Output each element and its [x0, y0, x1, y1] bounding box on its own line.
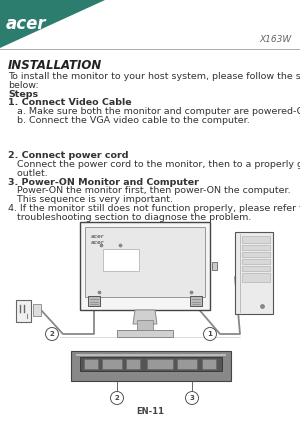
Text: This sequence is very important.: This sequence is very important. [8, 195, 173, 204]
Text: Steps: Steps [8, 89, 38, 98]
Circle shape [185, 391, 199, 405]
Text: 2. Connect power cord: 2. Connect power cord [8, 151, 128, 160]
FancyBboxPatch shape [147, 359, 173, 369]
FancyBboxPatch shape [126, 359, 140, 369]
Text: Power-ON the monitor first, then power-ON the computer.: Power-ON the monitor first, then power-O… [8, 187, 291, 196]
FancyBboxPatch shape [242, 245, 270, 250]
Text: a. Make sure both the monitor and computer are powered-OFF.: a. Make sure both the monitor and comput… [8, 107, 300, 116]
Text: To install the monitor to your host system, please follow the steps as given: To install the monitor to your host syst… [8, 72, 300, 81]
Polygon shape [0, 0, 105, 48]
FancyBboxPatch shape [102, 359, 122, 369]
Text: 3. Power-ON Monitor and Computer: 3. Power-ON Monitor and Computer [8, 178, 199, 187]
FancyBboxPatch shape [242, 266, 270, 271]
Text: acer: acer [6, 15, 46, 33]
FancyBboxPatch shape [71, 351, 231, 381]
FancyBboxPatch shape [33, 304, 41, 316]
Text: b. Connect the VGA video cable to the computer.: b. Connect the VGA video cable to the co… [8, 116, 250, 125]
Text: 2: 2 [50, 331, 54, 337]
Circle shape [110, 391, 124, 405]
FancyBboxPatch shape [242, 236, 270, 243]
Text: acer
acer: acer acer [91, 234, 104, 245]
Text: below:: below: [8, 81, 39, 90]
FancyBboxPatch shape [117, 330, 173, 337]
Text: X163W: X163W [260, 35, 292, 44]
Text: 4. If the monitor still does not function properly, please refer to the: 4. If the monitor still does not functio… [8, 204, 300, 213]
FancyBboxPatch shape [76, 354, 226, 356]
FancyBboxPatch shape [16, 300, 31, 322]
FancyBboxPatch shape [137, 320, 153, 330]
FancyBboxPatch shape [88, 296, 100, 306]
FancyBboxPatch shape [80, 357, 222, 371]
FancyBboxPatch shape [177, 359, 197, 369]
FancyBboxPatch shape [242, 252, 270, 257]
FancyBboxPatch shape [85, 227, 205, 297]
Text: Connect the power cord to the monitor, then to a properly grounded AC: Connect the power cord to the monitor, t… [8, 160, 300, 169]
FancyBboxPatch shape [80, 222, 210, 310]
FancyBboxPatch shape [84, 359, 98, 369]
FancyBboxPatch shape [242, 259, 270, 264]
FancyBboxPatch shape [190, 296, 202, 306]
Circle shape [203, 328, 217, 340]
Polygon shape [133, 310, 157, 324]
FancyBboxPatch shape [202, 359, 216, 369]
FancyBboxPatch shape [103, 249, 139, 271]
Text: 2: 2 [115, 395, 119, 401]
Text: 3: 3 [190, 395, 194, 401]
Text: outlet.: outlet. [8, 169, 48, 178]
FancyBboxPatch shape [242, 273, 270, 282]
Circle shape [46, 328, 59, 340]
Text: 1. Connect Video Cable: 1. Connect Video Cable [8, 98, 132, 107]
Text: EN-11: EN-11 [136, 407, 164, 416]
FancyBboxPatch shape [212, 262, 217, 270]
Text: 1: 1 [208, 331, 212, 337]
FancyBboxPatch shape [235, 232, 273, 314]
Text: troubleshooting section to diagnose the problem.: troubleshooting section to diagnose the … [8, 213, 251, 222]
Text: INSTALLATION: INSTALLATION [8, 59, 102, 72]
